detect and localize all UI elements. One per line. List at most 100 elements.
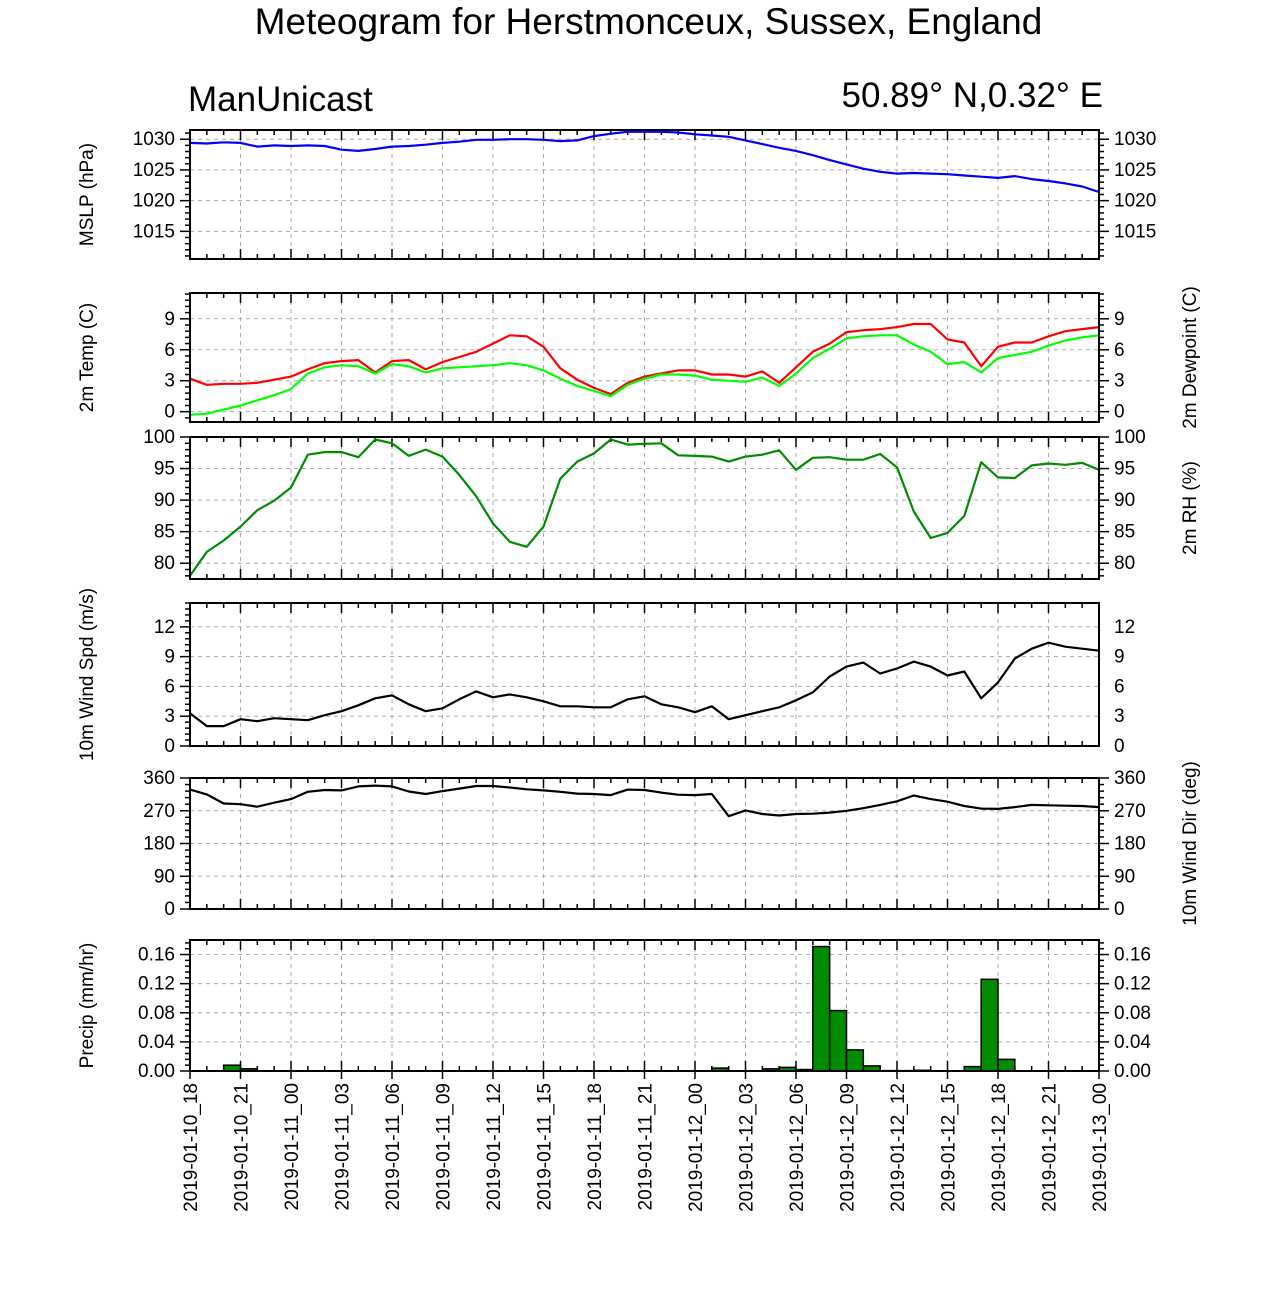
x-tick-label: 2019-01-11_18 [585, 1083, 606, 1210]
precip-bar [845, 1049, 865, 1072]
y-tick-label-left: 80 [154, 553, 175, 574]
y-tick-label-left: 12 [154, 617, 175, 638]
y-tick-label-right: 3 [1114, 371, 1125, 392]
mslp-frame [189, 129, 1100, 260]
y-tick-label-right: 360 [1114, 768, 1146, 789]
y-tick-label-right: 90 [1114, 866, 1135, 887]
x-tick-label: 2019-01-11_09 [434, 1083, 455, 1210]
precip-panel: 0.00 0.00 0.04 0.04 0.08 0.08 0.12 0.12 0.16 0.16… [77, 939, 1151, 1082]
x-tick-label: 2019-01-11_06 [383, 1083, 404, 1210]
y-tick-label-right: 80 [1114, 553, 1135, 574]
y-tick-label-right: 90 [1114, 490, 1135, 511]
y-tick-label-left: 1025 [133, 160, 175, 181]
y-tick-label-left: 3 [164, 371, 175, 392]
y-tick-label-right: 6 [1114, 676, 1125, 697]
x-tick-label: 2019-01-11_00 [282, 1083, 303, 1210]
temp-series-line [189, 322, 1100, 396]
y-tick-label-left: 360 [143, 768, 175, 789]
rh-panel: 80 80 85 85 90 90 95 95 100 100 2m RH (%) [143, 427, 1201, 580]
y-tick-label-right: 1015 [1114, 221, 1156, 242]
y-tick-label-left: 3 [164, 706, 175, 727]
y-axis-title-left: 10m Wind Spd (m/s) [77, 588, 98, 761]
y-tick-label-right: 1020 [1114, 191, 1156, 212]
y-tick-label-right: 95 [1114, 459, 1135, 480]
y-tick-label-left: 85 [154, 522, 175, 543]
y-tick-label-left: 9 [164, 309, 175, 330]
y-tick-label-left: 9 [164, 647, 175, 668]
temp-series-line [189, 334, 1100, 416]
y-tick-label-right: 9 [1114, 309, 1125, 330]
y-tick-label-left: 90 [154, 490, 175, 511]
x-tick-label: 2019-01-11_21 [636, 1083, 657, 1210]
precip-bar [980, 978, 999, 1072]
y-tick-label-left: 1030 [133, 129, 175, 150]
wspd-frame [189, 602, 1100, 747]
y-tick-label-left: 270 [143, 801, 175, 822]
y-tick-label-right: 6 [1114, 340, 1125, 361]
y-tick-label-left: 0.08 [138, 1003, 175, 1024]
y-tick-label-right: 0 [1114, 899, 1125, 920]
mslp-series-line [189, 130, 1100, 194]
precip-frame [189, 939, 1100, 1072]
y-tick-label-left: 6 [164, 340, 175, 361]
y-tick-label-left: 95 [154, 459, 175, 480]
y-tick-label-right: 0.00 [1114, 1061, 1151, 1082]
y-tick-label-left: 6 [164, 676, 175, 697]
y-tick-label-right: 100 [1114, 427, 1146, 448]
wspd-series-line [189, 641, 1100, 728]
y-tick-label-right: 0.12 [1114, 974, 1151, 995]
x-tick-label: 2019-01-12_18 [989, 1083, 1010, 1212]
x-tick-label: 2019-01-12_12 [888, 1083, 909, 1212]
y-tick-label-left: 0.00 [138, 1061, 175, 1082]
x-tick-label: 2019-01-12_21 [1040, 1083, 1061, 1212]
y-tick-label-left: 180 [143, 834, 175, 855]
y-tick-label-left: 0.16 [138, 945, 175, 966]
y-axis-title-left: MSLP (hPa) [77, 143, 98, 246]
x-tick-label: 2019-01-12_15 [939, 1083, 960, 1212]
mslp-panel: 1015 1015 1020 1020 1025 1025 1030 1030 MSLP (hP… [77, 129, 1156, 260]
y-tick-label-right: 0.16 [1114, 945, 1151, 966]
y-axis-title-right: 2m RH (%) [1180, 461, 1201, 555]
temp-frame [189, 292, 1100, 423]
y-tick-label-right: 180 [1114, 834, 1146, 855]
y-tick-label-left: 1020 [133, 191, 175, 212]
wspd-panel: 0 0 3 3 6 6 9 9 12 12 10m Wind Spd (m/s) [77, 588, 1135, 761]
y-tick-label-left: 0.12 [138, 974, 175, 995]
x-tick-label: 2019-01-12_06 [787, 1083, 808, 1212]
wdir-frame [189, 777, 1100, 910]
chart-title: Meteogram for Herstmonceux, Sussex, Engl… [254, 1, 1043, 42]
model-name: ManUnicast [188, 80, 373, 119]
x-tick-label: 2019-01-12_09 [838, 1083, 859, 1212]
location-coordinates: 50.89° N,0.32° E [841, 76, 1104, 115]
rh-series-line [189, 438, 1100, 577]
y-axis-title-right: 2m Dewpoint (C) [1180, 286, 1201, 429]
y-tick-label-left: 0.04 [138, 1032, 175, 1053]
y-tick-label-left: 100 [143, 427, 175, 448]
y-tick-label-right: 1030 [1114, 129, 1156, 150]
temp-panel: 0 0 3 3 6 6 9 9 2m Temp (C) 2m Dewpoint (C) [77, 286, 1201, 429]
y-tick-label-right: 0.04 [1114, 1032, 1151, 1053]
y-tick-label-left: 0 [164, 899, 175, 920]
y-tick-label-left: 0 [164, 736, 175, 757]
x-tick-label: 2019-01-11_15 [535, 1083, 556, 1210]
x-tick-label: 2019-01-12_00 [686, 1083, 707, 1212]
y-tick-label-left: 1015 [133, 221, 175, 242]
x-tick-label: 2019-01-10_18 [181, 1083, 202, 1212]
precip-bar [828, 1009, 848, 1072]
x-tick-label: 2019-01-10_21 [232, 1083, 253, 1212]
y-tick-label-right: 12 [1114, 617, 1135, 638]
y-tick-label-right: 0 [1114, 402, 1125, 423]
rh-frame [189, 436, 1100, 580]
x-tick-label: 2019-01-12_03 [737, 1083, 758, 1212]
y-tick-label-left: 90 [154, 866, 175, 887]
x-tick-label: 2019-01-11_12 [484, 1083, 505, 1210]
y-tick-label-right: 0 [1114, 736, 1125, 757]
precip-bar [812, 945, 831, 1072]
x-tick-label: 2019-01-11_03 [333, 1083, 354, 1210]
y-tick-label-right: 0.08 [1114, 1003, 1151, 1024]
y-tick-label-right: 85 [1114, 522, 1135, 543]
y-axis-title-left: Precip (mm/hr) [77, 943, 98, 1069]
y-axis-title-left: 2m Temp (C) [77, 303, 98, 412]
y-tick-label-right: 1025 [1114, 160, 1156, 181]
